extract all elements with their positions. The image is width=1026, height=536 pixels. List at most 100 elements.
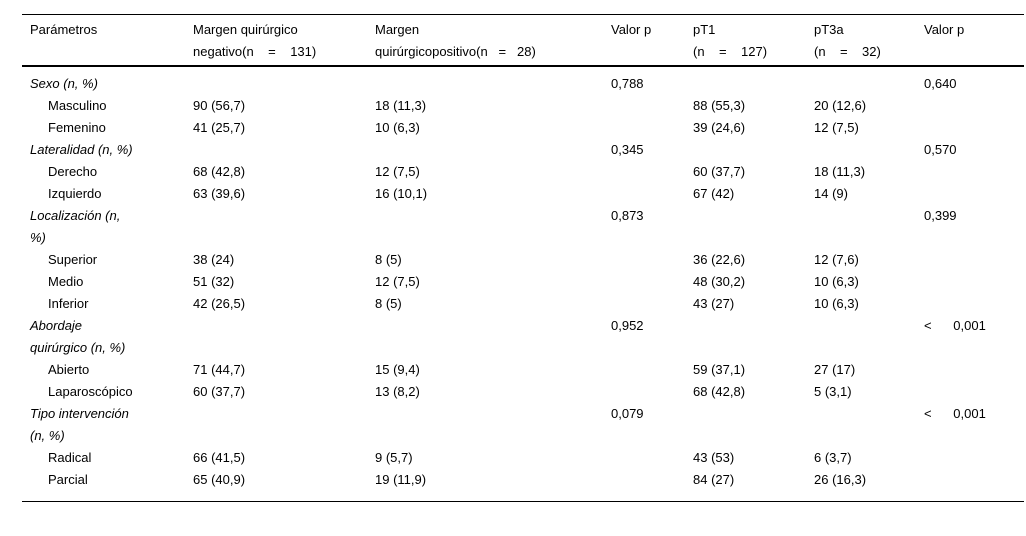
cell-valor-p-margen: 0,788	[611, 76, 644, 91]
cell-pt1: 68 (42,8)	[693, 384, 746, 399]
cell-valor-p-margen	[611, 469, 693, 502]
cell-parameter: Lateralidad (n, %)	[30, 142, 133, 157]
parameters-table: Parámetros Margen quirúrgico negativo(n =…	[22, 14, 1024, 502]
cell-valor-p-margen	[611, 447, 693, 469]
cell-parameter: Izquierdo	[48, 186, 102, 201]
column-header-p2: Valor p	[924, 14, 1024, 67]
cell-valor-p-pt	[924, 293, 1024, 315]
cell-valor-p-margen	[611, 249, 693, 271]
cell-valor-p-pt: 0,399	[924, 208, 957, 223]
cell-parameter: Inferior	[48, 296, 89, 311]
cell-margen-negativo: 42 (26,5)	[193, 296, 246, 311]
cell-pt1: 88 (55,3)	[693, 98, 746, 113]
cell-pt1: 59 (37,1)	[693, 362, 746, 377]
cell-valor-p-pt: 0,640	[924, 76, 957, 91]
column-header-neg: Margen quirúrgico negativo(n = 131)	[193, 14, 375, 67]
column-header-pt3a: pT3a (n = 32)	[814, 14, 924, 67]
cell-pt1	[693, 66, 814, 95]
cell-pt3a	[814, 403, 924, 447]
cell-margen-negativo: 66 (41,5)	[193, 450, 246, 465]
cell-parameter: Tipo intervención (n, %)	[30, 406, 129, 443]
cell-valor-p-pt	[924, 271, 1024, 293]
paper-page: Parámetros Margen quirúrgico negativo(n =…	[0, 14, 1026, 536]
cell-valor-p-pt	[924, 359, 1024, 381]
cell-valor-p-pt: < 0,001	[924, 318, 986, 333]
cell-margen-negativo	[193, 66, 375, 95]
cell-margen-positivo: 18 (11,3)	[375, 98, 427, 113]
cell-margen-negativo: 71 (44,7)	[193, 362, 246, 377]
column-header-pt1: pT1 (n = 127)	[693, 14, 814, 67]
cell-pt3a	[814, 66, 924, 95]
cell-pt3a: 5 (3,1)	[814, 384, 852, 399]
cell-pt3a: 12 (7,6)	[814, 252, 859, 267]
cell-valor-p-pt	[924, 161, 1024, 183]
cell-margen-positivo	[375, 403, 611, 447]
cell-pt1	[693, 315, 814, 359]
cell-margen-positivo: 8 (5)	[375, 296, 402, 311]
cell-pt1: 39 (24,6)	[693, 120, 746, 135]
table-header: Parámetros Margen quirúrgico negativo(n =…	[22, 14, 1024, 67]
cell-pt3a	[814, 315, 924, 359]
column-header-param: Parámetros	[22, 14, 193, 67]
cell-margen-negativo: 65 (40,9)	[193, 472, 246, 487]
cell-margen-negativo: 38 (24)	[193, 252, 235, 267]
cell-pt1: 60 (37,7)	[693, 164, 746, 179]
table-row-item: Derecho 68 (42,8) 12 (7,5) 60 (37,7) 18 …	[22, 161, 1024, 183]
cell-parameter: Laparoscópico	[48, 384, 133, 399]
table-row-item: Inferior 42 (26,5) 8 (5) 43 (27) 10 (6,3…	[22, 293, 1024, 315]
cell-parameter: Derecho	[48, 164, 98, 179]
table-row-item: Radical 66 (41,5) 9 (5,7) 43 (53) 6 (3,7…	[22, 447, 1024, 469]
cell-margen-positivo: 12 (7,5)	[375, 164, 420, 179]
table-row-item: Masculino 90 (56,7) 18 (11,3) 88 (55,3) …	[22, 95, 1024, 117]
cell-margen-positivo: 10 (6,3)	[375, 120, 420, 135]
cell-margen-negativo: 60 (37,7)	[193, 384, 246, 399]
table-body: Sexo (n, %) 0,788 0,640 Masculino 90 (56…	[22, 66, 1024, 502]
cell-margen-negativo: 90 (56,7)	[193, 98, 246, 113]
cell-valor-p-pt	[924, 249, 1024, 271]
cell-pt3a: 6 (3,7)	[814, 450, 852, 465]
cell-valor-p-pt	[924, 117, 1024, 139]
cell-valor-p-margen	[611, 183, 693, 205]
cell-valor-p-pt: 0,570	[924, 142, 957, 157]
cell-pt3a: 20 (12,6)	[814, 98, 867, 113]
cell-valor-p-margen	[611, 381, 693, 403]
cell-margen-positivo	[375, 315, 611, 359]
cell-pt1: 84 (27)	[693, 472, 735, 487]
cell-valor-p-margen	[611, 161, 693, 183]
table-row-item: Izquierdo 63 (39,6) 16 (10,1) 67 (42) 14…	[22, 183, 1024, 205]
cell-parameter: Superior	[48, 252, 98, 267]
cell-pt1	[693, 139, 814, 161]
cell-margen-positivo: 9 (5,7)	[375, 450, 413, 465]
cell-valor-p-margen: 0,873	[611, 208, 644, 223]
cell-pt1: 43 (53)	[693, 450, 735, 465]
cell-margen-positivo	[375, 205, 611, 249]
cell-margen-negativo	[193, 205, 375, 249]
cell-margen-negativo: 51 (32)	[193, 274, 235, 289]
table-row-section: Localización (n, %) 0,873 0,399	[22, 205, 1024, 249]
cell-valor-p-pt: < 0,001	[924, 406, 986, 421]
cell-parameter: Masculino	[48, 98, 107, 113]
table-header-row: Parámetros Margen quirúrgico negativo(n =…	[22, 14, 1024, 67]
cell-margen-negativo	[193, 403, 375, 447]
cell-margen-positivo: 15 (9,4)	[375, 362, 420, 377]
cell-pt3a: 12 (7,5)	[814, 120, 859, 135]
table-row-item: Femenino 41 (25,7) 10 (6,3) 39 (24,6) 12…	[22, 117, 1024, 139]
cell-valor-p-margen: 0,079	[611, 406, 644, 421]
table-row-item: Laparoscópico 60 (37,7) 13 (8,2) 68 (42,…	[22, 381, 1024, 403]
cell-pt3a: 10 (6,3)	[814, 274, 859, 289]
table-row-section: Sexo (n, %) 0,788 0,640	[22, 66, 1024, 95]
cell-valor-p-pt	[924, 183, 1024, 205]
cell-pt3a	[814, 205, 924, 249]
cell-margen-positivo: 13 (8,2)	[375, 384, 420, 399]
cell-margen-negativo: 68 (42,8)	[193, 164, 246, 179]
cell-pt3a: 26 (16,3)	[814, 472, 867, 487]
table-row-item: Parcial 65 (40,9) 19 (11,9) 84 (27) 26 (…	[22, 469, 1024, 502]
cell-pt1: 48 (30,2)	[693, 274, 746, 289]
cell-pt3a: 14 (9)	[814, 186, 848, 201]
table-row-section: Lateralidad (n, %) 0,345 0,570	[22, 139, 1024, 161]
cell-margen-negativo: 63 (39,6)	[193, 186, 246, 201]
table-row-item: Medio 51 (32) 12 (7,5) 48 (30,2) 10 (6,3…	[22, 271, 1024, 293]
cell-margen-positivo	[375, 139, 611, 161]
cell-valor-p-margen: 0,952	[611, 318, 644, 333]
cell-pt1	[693, 403, 814, 447]
